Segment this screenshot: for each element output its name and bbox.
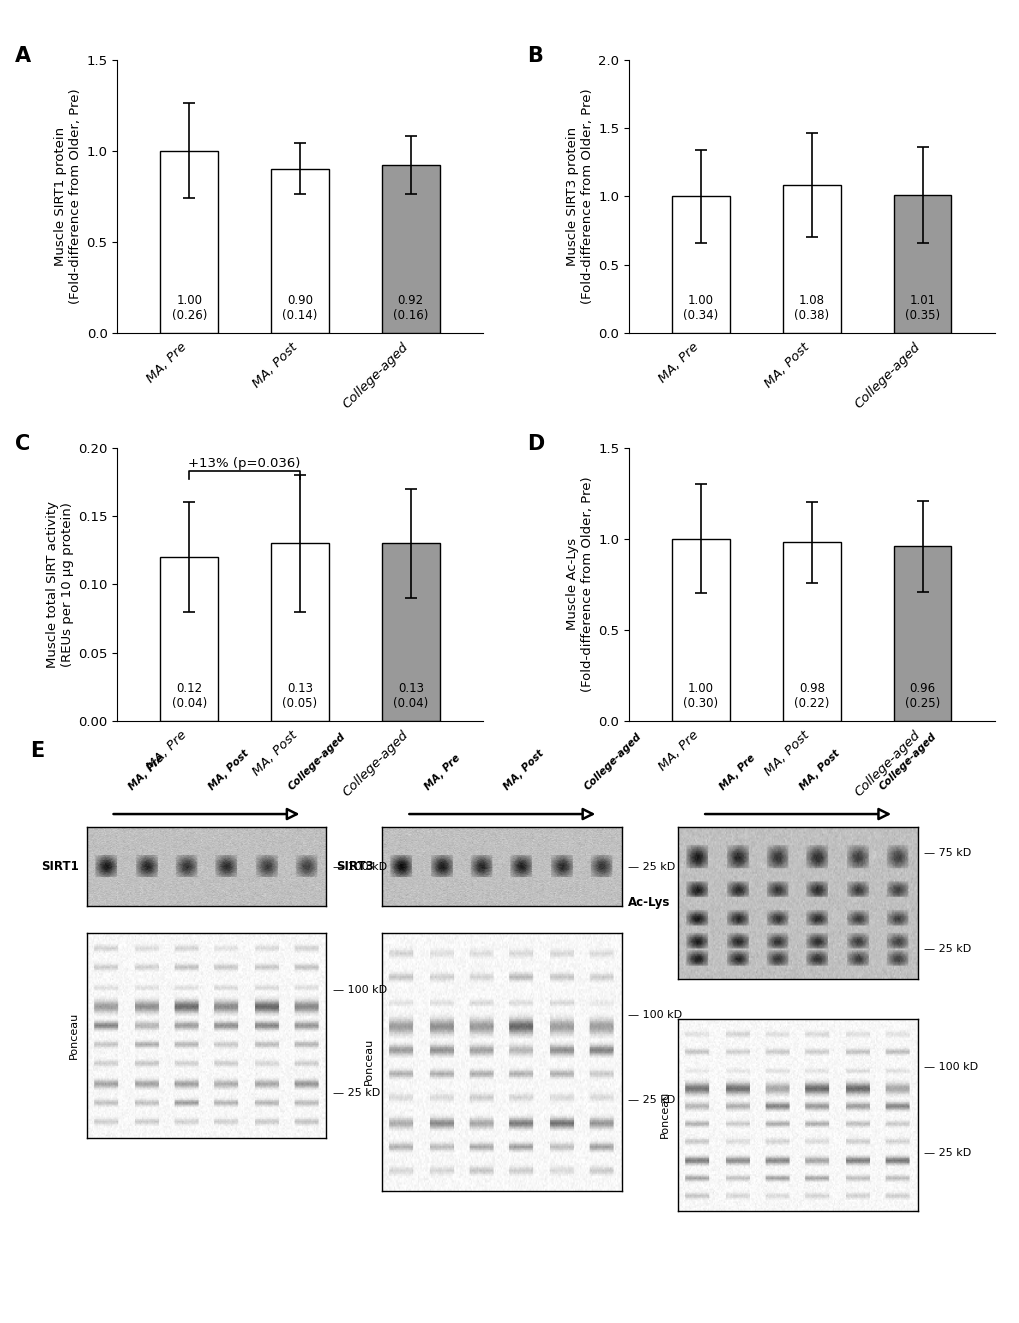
Text: C: C [15, 434, 31, 454]
Text: MA, Pre: MA, Pre [126, 753, 166, 792]
Text: 1.00: 1.00 [688, 294, 713, 307]
Bar [672, 538, 729, 721]
Text: (0.04): (0.04) [392, 697, 428, 710]
Text: — 25 kD: — 25 kD [923, 1148, 970, 1158]
Bar [783, 185, 840, 333]
Y-axis label: Muscle total SIRT activity
(REUs per 10 μg protein): Muscle total SIRT activity (REUs per 10 … [46, 501, 73, 668]
Text: E: E [31, 741, 45, 761]
Text: — 100 kD: — 100 kD [332, 986, 386, 995]
Bar [160, 557, 218, 721]
Text: — 25 kD: — 25 kD [332, 1088, 379, 1098]
Bar [271, 544, 328, 721]
Text: (0.30): (0.30) [683, 697, 717, 710]
Text: (0.14): (0.14) [282, 310, 318, 321]
Bar [382, 165, 439, 333]
Text: College-aged: College-aged [286, 732, 347, 792]
Text: (0.05): (0.05) [282, 697, 317, 710]
Text: (0.25): (0.25) [904, 697, 940, 710]
Text: D: D [526, 434, 543, 454]
Text: 1.08: 1.08 [798, 294, 824, 307]
Text: — 100 kD: — 100 kD [628, 1011, 682, 1020]
Text: 0.13: 0.13 [286, 683, 313, 695]
Text: — 100 kD: — 100 kD [332, 861, 386, 872]
Text: 0.12: 0.12 [176, 683, 202, 695]
Text: (0.04): (0.04) [171, 697, 207, 710]
Text: Ponceau: Ponceau [364, 1039, 374, 1085]
Text: SIRT3: SIRT3 [336, 860, 374, 873]
Text: 1.00: 1.00 [688, 683, 713, 695]
Text: — 25 kD: — 25 kD [923, 943, 970, 954]
Bar [893, 194, 951, 333]
Text: — 100 kD: — 100 kD [923, 1061, 977, 1072]
Text: MA, Post: MA, Post [206, 749, 251, 792]
Bar [160, 151, 218, 333]
Text: — 75 kD: — 75 kD [923, 848, 970, 857]
Text: 1.01: 1.01 [909, 294, 934, 307]
Text: — 25 kD: — 25 kD [628, 861, 675, 872]
Text: 1.00: 1.00 [176, 294, 202, 307]
Text: Ponceau: Ponceau [659, 1091, 669, 1138]
Text: A: A [15, 46, 31, 66]
Text: (0.38): (0.38) [794, 310, 828, 321]
Text: (0.16): (0.16) [392, 310, 428, 321]
Text: (0.26): (0.26) [171, 310, 207, 321]
Text: — 25 kD: — 25 kD [628, 1095, 675, 1106]
Text: (0.35): (0.35) [904, 310, 940, 321]
Text: 0.98: 0.98 [798, 683, 824, 695]
Text: 0.92: 0.92 [397, 294, 424, 307]
Bar [783, 542, 840, 721]
Text: SIRT1: SIRT1 [41, 860, 78, 873]
Text: (0.22): (0.22) [793, 697, 828, 710]
Text: 0.96: 0.96 [909, 683, 934, 695]
Y-axis label: Muscle Ac-Lys
(Fold-difference from Older, Pre): Muscle Ac-Lys (Fold-difference from Olde… [566, 476, 593, 692]
Text: B: B [526, 46, 542, 66]
Bar [271, 169, 328, 333]
Text: College-aged: College-aged [582, 732, 643, 792]
Y-axis label: Muscle SIRT3 protein
(Fold-difference from Older, Pre): Muscle SIRT3 protein (Fold-difference fr… [566, 89, 593, 304]
Text: Ponceau: Ponceau [68, 1012, 78, 1058]
Bar [672, 196, 729, 333]
Bar [893, 546, 951, 721]
Text: MA, Pre: MA, Pre [717, 753, 757, 792]
Text: MA, Post: MA, Post [797, 749, 842, 792]
Text: Ac-Lys: Ac-Lys [627, 897, 669, 909]
Text: +13% (p=0.036): +13% (p=0.036) [189, 456, 301, 470]
Text: MA, Pre: MA, Pre [422, 753, 462, 792]
Y-axis label: Muscle SIRT1 protein
(Fold-difference from Older, Pre): Muscle SIRT1 protein (Fold-difference fr… [54, 89, 83, 304]
Text: College-aged: College-aged [877, 732, 938, 792]
Text: 0.90: 0.90 [286, 294, 313, 307]
Text: 0.13: 0.13 [397, 683, 423, 695]
Text: (0.34): (0.34) [683, 310, 718, 321]
Text: MA, Post: MA, Post [501, 749, 546, 792]
Bar [382, 544, 439, 721]
